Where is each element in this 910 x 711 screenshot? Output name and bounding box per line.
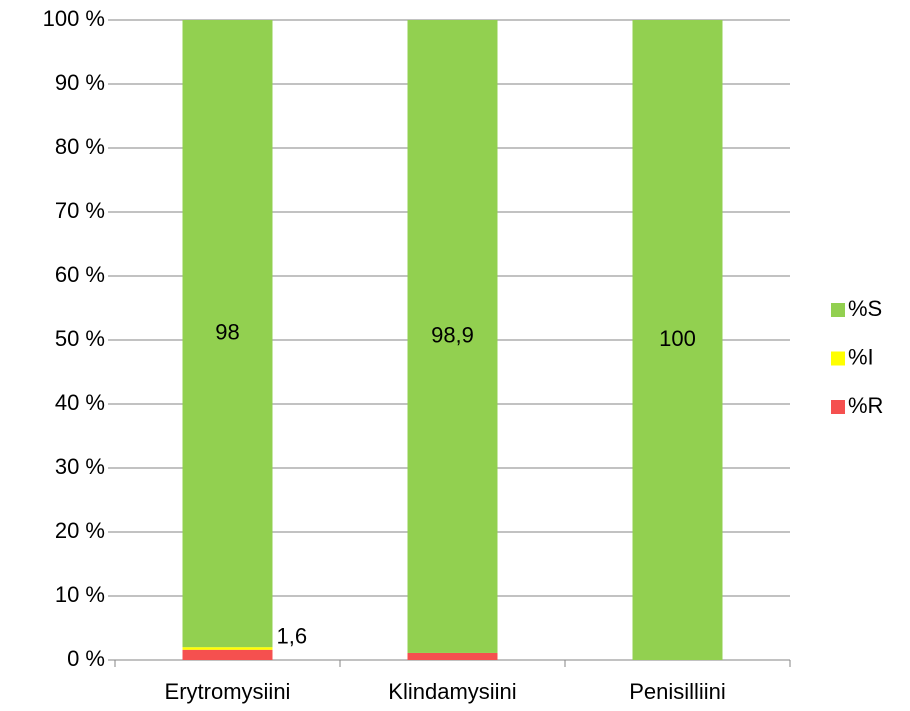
y-tick-label: 50 %	[55, 326, 105, 351]
y-tick-label: 20 %	[55, 518, 105, 543]
x-tick-label: Klindamysiini	[388, 679, 516, 704]
legend-swatch	[831, 351, 845, 366]
legend-label: %R	[848, 393, 883, 418]
legend-swatch	[831, 400, 845, 414]
legend-swatch	[831, 303, 845, 317]
bar-segment	[632, 20, 723, 660]
legend-label: %S	[848, 296, 882, 321]
x-tick-label: Penisilliini	[629, 679, 726, 704]
bar-segment	[182, 20, 273, 648]
bar-segment	[407, 652, 498, 660]
y-tick-label: 30 %	[55, 454, 105, 479]
y-tick-label: 100 %	[43, 6, 105, 31]
bar-segment	[407, 20, 498, 653]
y-tick-label: 70 %	[55, 198, 105, 223]
value-label: 98,9	[431, 322, 474, 347]
value-label: 98	[215, 319, 239, 344]
bar-segment	[182, 647, 273, 650]
y-tick-label: 60 %	[55, 262, 105, 287]
bar-segment	[182, 649, 273, 660]
y-tick-label: 10 %	[55, 582, 105, 607]
y-tick-label: 40 %	[55, 390, 105, 415]
legend-label: %I	[848, 344, 874, 369]
value-label: 100	[659, 326, 696, 351]
y-tick-label: 0 %	[67, 646, 105, 671]
y-tick-label: 90 %	[55, 70, 105, 95]
y-tick-label: 80 %	[55, 134, 105, 159]
x-tick-label: Erytromysiini	[165, 679, 291, 704]
value-label: 1,6	[277, 624, 308, 649]
